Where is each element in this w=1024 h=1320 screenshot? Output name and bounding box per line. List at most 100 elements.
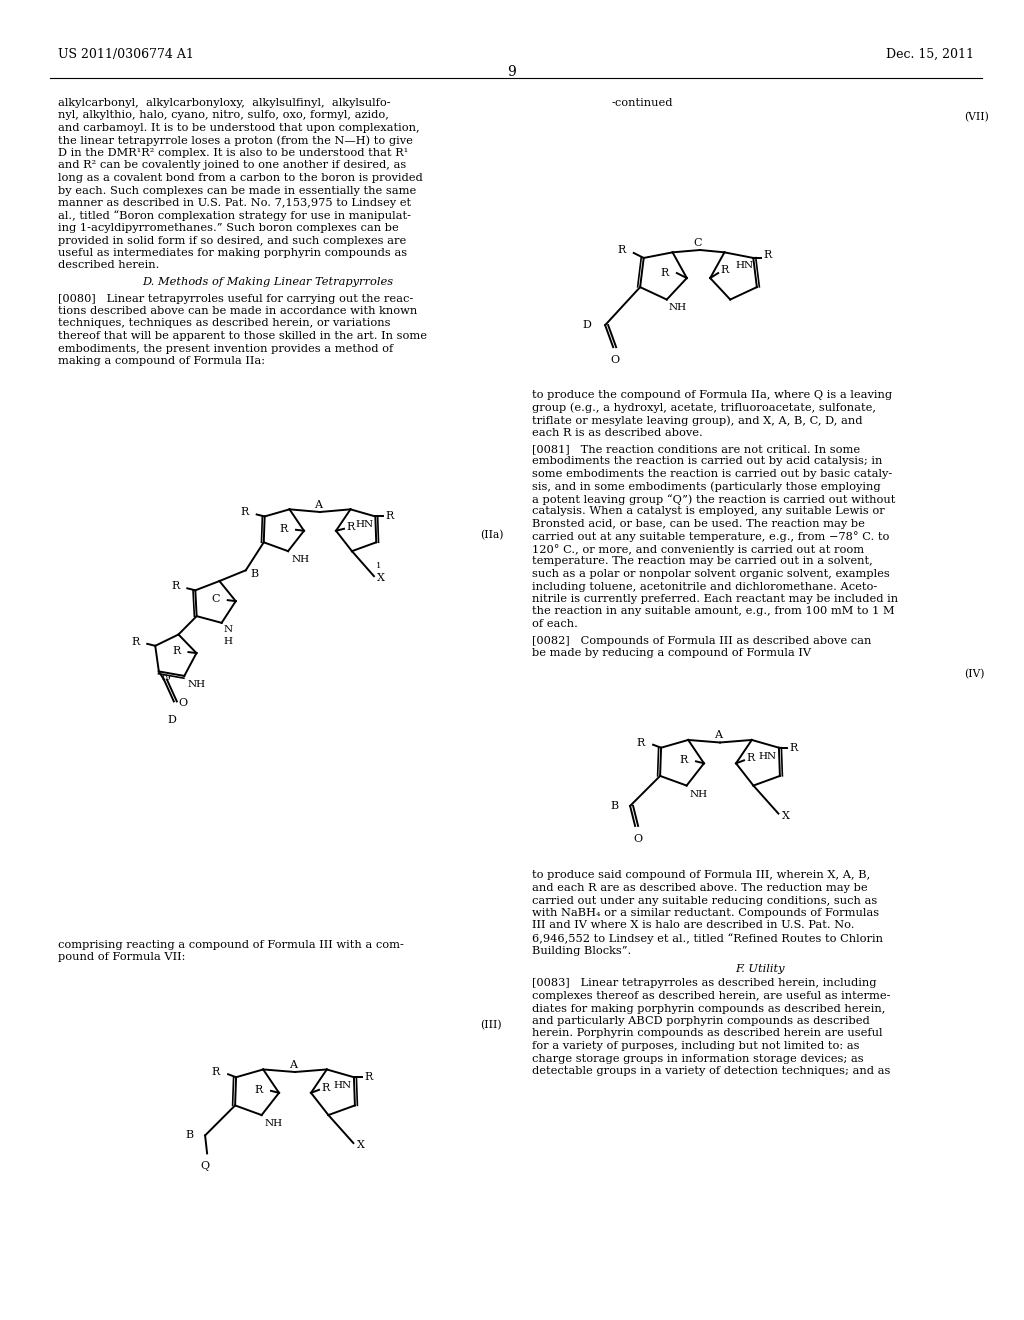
Text: R: R: [637, 738, 645, 747]
Text: carried out under any suitable reducing conditions, such as: carried out under any suitable reducing …: [532, 895, 878, 906]
Text: nitrile is currently preferred. Each reactant may be included in: nitrile is currently preferred. Each rea…: [532, 594, 898, 605]
Text: and R² can be covalently joined to one another if desired, as: and R² can be covalently joined to one a…: [58, 161, 407, 170]
Text: R: R: [172, 645, 180, 656]
Text: embodiments, the present invention provides a method of: embodiments, the present invention provi…: [58, 343, 393, 354]
Text: embodiments the reaction is carried out by acid catalysis; in: embodiments the reaction is carried out …: [532, 457, 883, 466]
Text: 1: 1: [376, 562, 381, 570]
Text: (IIa): (IIa): [480, 531, 504, 540]
Text: (IV): (IV): [964, 668, 984, 678]
Text: charge storage groups in information storage devices; as: charge storage groups in information sto…: [532, 1053, 863, 1064]
Text: diates for making porphyrin compounds as described herein,: diates for making porphyrin compounds as…: [532, 1003, 886, 1014]
Text: O: O: [179, 698, 188, 709]
Text: described herein.: described herein.: [58, 260, 160, 271]
Text: and carbamoyl. It is to be understood that upon complexation,: and carbamoyl. It is to be understood th…: [58, 123, 420, 133]
Text: Bronsted acid, or base, can be used. The reaction may be: Bronsted acid, or base, can be used. The…: [532, 519, 865, 529]
Text: X: X: [782, 810, 791, 821]
Text: [0080]   Linear tetrapyrroles useful for carrying out the reac-: [0080] Linear tetrapyrroles useful for c…: [58, 293, 414, 304]
Text: R: R: [321, 1082, 330, 1093]
Text: catalysis. When a catalyst is employed, any suitable Lewis or: catalysis. When a catalyst is employed, …: [532, 507, 885, 516]
Text: making a compound of Formula IIa:: making a compound of Formula IIa:: [58, 356, 265, 366]
Text: O: O: [610, 355, 620, 366]
Text: R: R: [364, 1072, 372, 1082]
Text: D: D: [167, 715, 176, 726]
Text: 9: 9: [508, 65, 516, 79]
Text: (III): (III): [480, 1020, 502, 1031]
Text: each R is as described above.: each R is as described above.: [532, 428, 702, 437]
Text: (VII): (VII): [964, 112, 989, 123]
Text: C: C: [693, 238, 702, 248]
Text: the linear tetrapyrrole loses a proton (from the N—H) to give: the linear tetrapyrrole loses a proton (…: [58, 136, 413, 147]
Text: A: A: [714, 730, 722, 741]
Text: H: H: [223, 636, 232, 645]
Text: X: X: [377, 573, 385, 583]
Text: of each.: of each.: [532, 619, 578, 630]
Text: III and IV where X is halo are described in U.S. Pat. No.: III and IV where X is halo are described…: [532, 920, 854, 931]
Text: ing 1-acyldipyrromethanes.” Such boron complexes can be: ing 1-acyldipyrromethanes.” Such boron c…: [58, 223, 398, 234]
Text: R: R: [241, 507, 249, 517]
Text: R: R: [763, 249, 771, 260]
Text: nyl, alkylthio, halo, cyano, nitro, sulfo, oxo, formyl, azido,: nyl, alkylthio, halo, cyano, nitro, sulf…: [58, 111, 389, 120]
Text: Building Blocks”.: Building Blocks”.: [532, 945, 631, 956]
Text: and particularly ABCD porphyrin compounds as described: and particularly ABCD porphyrin compound…: [532, 1016, 869, 1026]
Text: R: R: [746, 754, 755, 763]
Text: R: R: [171, 581, 179, 591]
Text: techniques, techniques as described herein, or variations: techniques, techniques as described here…: [58, 318, 390, 329]
Text: R: R: [720, 265, 728, 275]
Text: group (e.g., a hydroxyl, acetate, trifluoroacetate, sulfonate,: group (e.g., a hydroxyl, acetate, triflu…: [532, 403, 876, 413]
Text: provided in solid form if so desired, and such complexes are: provided in solid form if so desired, an…: [58, 235, 407, 246]
Text: including toluene, acetonitrile and dichloromethane. Aceto-: including toluene, acetonitrile and dich…: [532, 582, 878, 591]
Text: herein. Porphyrin compounds as described herein are useful: herein. Porphyrin compounds as described…: [532, 1028, 883, 1039]
Text: triflate or mesylate leaving group), and X, A, B, C, D, and: triflate or mesylate leaving group), and…: [532, 414, 862, 425]
Text: such as a polar or nonpolar solvent organic solvent, examples: such as a polar or nonpolar solvent orga…: [532, 569, 890, 579]
Text: to produce said compound of Formula III, wherein X, A, B,: to produce said compound of Formula III,…: [532, 870, 870, 880]
Text: with NaBH₄ or a similar reductant. Compounds of Formulas: with NaBH₄ or a similar reductant. Compo…: [532, 908, 880, 917]
Text: [0083]   Linear tetrapyrroles as described herein, including: [0083] Linear tetrapyrroles as described…: [532, 978, 877, 989]
Text: O: O: [634, 834, 643, 843]
Text: NH: NH: [669, 302, 687, 312]
Text: R: R: [131, 636, 139, 647]
Text: the reaction in any suitable amount, e.g., from 100 mM to 1 M: the reaction in any suitable amount, e.g…: [532, 606, 895, 616]
Text: R: R: [280, 524, 288, 533]
Text: D: D: [583, 321, 591, 330]
Text: pound of Formula VII:: pound of Formula VII:: [58, 953, 185, 962]
Text: 19: 19: [161, 675, 172, 682]
Text: C: C: [211, 594, 220, 605]
Text: A: A: [314, 500, 322, 510]
Text: R: R: [680, 755, 688, 766]
Text: A: A: [289, 1060, 297, 1071]
Text: to produce the compound of Formula IIa, where Q is a leaving: to produce the compound of Formula IIa, …: [532, 389, 892, 400]
Text: tions described above can be made in accordance with known: tions described above can be made in acc…: [58, 306, 417, 315]
Text: X: X: [357, 1140, 366, 1150]
Text: al., titled “Boron complexation strategy for use in manipulat-: al., titled “Boron complexation strategy…: [58, 210, 411, 222]
Text: R: R: [212, 1068, 220, 1077]
Text: B: B: [185, 1130, 194, 1140]
Text: F. Utility: F. Utility: [735, 964, 784, 974]
Text: US 2011/0306774 A1: US 2011/0306774 A1: [58, 48, 194, 61]
Text: manner as described in U.S. Pat. No. 7,153,975 to Lindsey et: manner as described in U.S. Pat. No. 7,1…: [58, 198, 411, 209]
Text: detectable groups in a variety of detection techniques; and as: detectable groups in a variety of detect…: [532, 1067, 891, 1076]
Text: be made by reducing a compound of Formula IV: be made by reducing a compound of Formul…: [532, 648, 811, 657]
Text: R: R: [255, 1085, 263, 1094]
Text: NH: NH: [264, 1119, 283, 1129]
Text: Dec. 15, 2011: Dec. 15, 2011: [886, 48, 974, 61]
Text: and each R are as described above. The reduction may be: and each R are as described above. The r…: [532, 883, 867, 894]
Text: [0081]   The reaction conditions are not critical. In some: [0081] The reaction conditions are not c…: [532, 444, 860, 454]
Text: alkylcarbonyl,  alkylcarbonyloxy,  alkylsulfinyl,  alkylsulfo-: alkylcarbonyl, alkylcarbonyloxy, alkylsu…: [58, 98, 390, 108]
Text: 120° C., or more, and conveniently is carried out at room: 120° C., or more, and conveniently is ca…: [532, 544, 864, 554]
Text: -continued: -continued: [612, 98, 674, 108]
Text: HN: HN: [334, 1081, 352, 1090]
Text: by each. Such complexes can be made in essentially the same: by each. Such complexes can be made in e…: [58, 186, 416, 195]
Text: HN: HN: [735, 261, 754, 271]
Text: long as a covalent bond from a carbon to the boron is provided: long as a covalent bond from a carbon to…: [58, 173, 423, 183]
Text: NH: NH: [689, 789, 708, 799]
Text: a potent leaving group “Q”) the reaction is carried out without: a potent leaving group “Q”) the reaction…: [532, 494, 895, 504]
Text: Q: Q: [201, 1162, 210, 1171]
Text: R: R: [346, 521, 354, 532]
Text: B: B: [610, 801, 618, 810]
Text: temperature. The reaction may be carried out in a solvent,: temperature. The reaction may be carried…: [532, 557, 872, 566]
Text: NH: NH: [291, 556, 309, 564]
Text: thereof that will be apparent to those skilled in the art. In some: thereof that will be apparent to those s…: [58, 331, 427, 341]
Text: R: R: [788, 743, 797, 752]
Text: R: R: [617, 246, 626, 255]
Text: sis, and in some embodiments (particularly those employing: sis, and in some embodiments (particular…: [532, 482, 881, 492]
